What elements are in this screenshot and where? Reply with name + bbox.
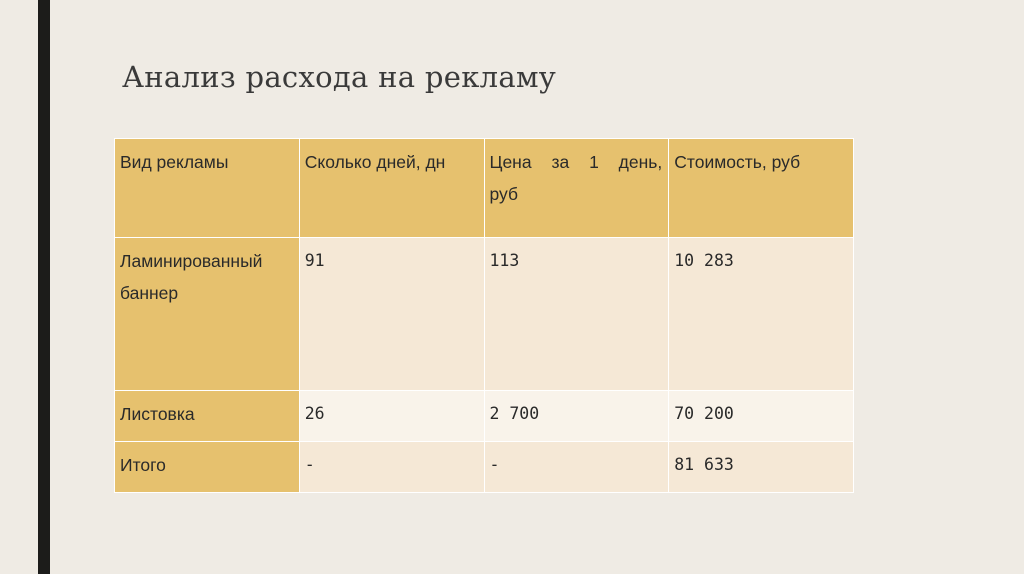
table-header-row: Вид рекламы Сколько дней, дн Цена за 1 д… bbox=[114, 138, 854, 238]
cell-cost: 81 633 bbox=[668, 441, 854, 493]
table-row-total: Итого - - 81 633 bbox=[114, 441, 854, 493]
header-price-per-day: Цена за 1 день, руб bbox=[483, 138, 670, 238]
slide-title: Анализ расхода на рекламу bbox=[122, 60, 557, 94]
cell-ad-type: Листовка bbox=[114, 390, 300, 442]
header-price-word: день, bbox=[618, 152, 663, 172]
header-price-word: Цена bbox=[489, 152, 532, 172]
cell-days: 26 bbox=[298, 390, 485, 442]
cell-price: 113 bbox=[483, 237, 670, 391]
header-ad-type: Вид рекламы bbox=[114, 138, 300, 238]
cell-price: - bbox=[483, 441, 670, 493]
header-days: Сколько дней, дн bbox=[298, 138, 485, 238]
cell-days: - bbox=[298, 441, 485, 493]
ad-expense-table: Вид рекламы Сколько дней, дн Цена за 1 д… bbox=[114, 138, 854, 493]
header-price-word: 1 bbox=[589, 152, 599, 172]
cell-ad-type: Итого bbox=[114, 441, 300, 493]
cell-price: 2 700 bbox=[483, 390, 670, 442]
left-accent-bar bbox=[38, 0, 50, 574]
cell-cost: 70 200 bbox=[668, 390, 854, 442]
cell-days: 91 bbox=[298, 237, 485, 391]
header-price-word: за bbox=[551, 152, 570, 172]
header-cost: Стоимость, руб bbox=[668, 138, 854, 238]
header-price-line1: Цена за 1 день, bbox=[490, 147, 665, 179]
cell-ad-type: Ламинированный баннер bbox=[114, 237, 300, 391]
cell-cost: 10 283 bbox=[668, 237, 854, 391]
table-row: Листовка 26 2 700 70 200 bbox=[114, 390, 854, 442]
table-row: Ламинированный баннер 91 113 10 283 bbox=[114, 237, 854, 391]
header-price-line2: руб bbox=[489, 183, 519, 204]
